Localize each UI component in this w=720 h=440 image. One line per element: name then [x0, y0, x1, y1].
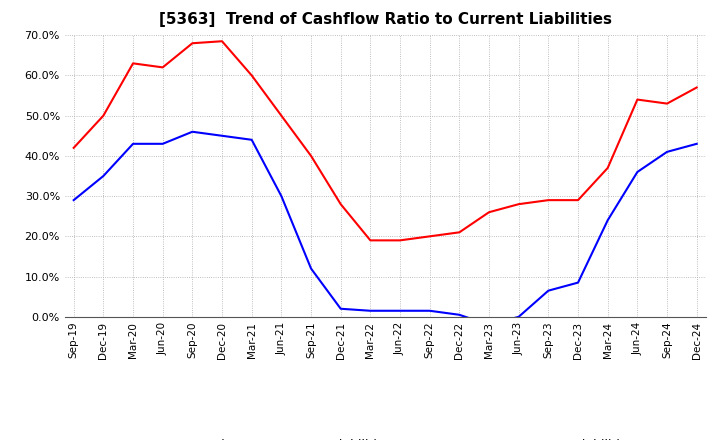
- Free CF to Current Liabilities: [485, 322, 493, 327]
- Free CF to Current Liabilities: [514, 314, 523, 319]
- Operating CF to Current Liabilities: [307, 153, 315, 158]
- Operating CF to Current Liabilities: [574, 198, 582, 203]
- Free CF to Current Liabilities: [366, 308, 374, 313]
- Legend: Operating CF to Current Liabilities, Free CF to Current Liabilities: Operating CF to Current Liabilities, Fre…: [131, 434, 639, 440]
- Operating CF to Current Liabilities: [544, 198, 553, 203]
- Operating CF to Current Liabilities: [455, 230, 464, 235]
- Operating CF to Current Liabilities: [248, 73, 256, 78]
- Free CF to Current Liabilities: [248, 137, 256, 143]
- Free CF to Current Liabilities: [693, 141, 701, 147]
- Operating CF to Current Liabilities: [69, 145, 78, 150]
- Operating CF to Current Liabilities: [277, 113, 286, 118]
- Operating CF to Current Liabilities: [693, 85, 701, 90]
- Free CF to Current Liabilities: [217, 133, 226, 139]
- Free CF to Current Liabilities: [99, 173, 108, 179]
- Operating CF to Current Liabilities: [426, 234, 434, 239]
- Free CF to Current Liabilities: [574, 280, 582, 285]
- Free CF to Current Liabilities: [158, 141, 167, 147]
- Free CF to Current Liabilities: [129, 141, 138, 147]
- Operating CF to Current Liabilities: [366, 238, 374, 243]
- Free CF to Current Liabilities: [633, 169, 642, 175]
- Operating CF to Current Liabilities: [188, 40, 197, 46]
- Free CF to Current Liabilities: [544, 288, 553, 293]
- Operating CF to Current Liabilities: [217, 39, 226, 44]
- Title: [5363]  Trend of Cashflow Ratio to Current Liabilities: [5363] Trend of Cashflow Ratio to Curren…: [158, 12, 612, 27]
- Operating CF to Current Liabilities: [662, 101, 671, 106]
- Free CF to Current Liabilities: [336, 306, 345, 312]
- Free CF to Current Liabilities: [307, 266, 315, 271]
- Operating CF to Current Liabilities: [603, 165, 612, 171]
- Free CF to Current Liabilities: [662, 149, 671, 154]
- Free CF to Current Liabilities: [396, 308, 405, 313]
- Operating CF to Current Liabilities: [485, 209, 493, 215]
- Free CF to Current Liabilities: [277, 194, 286, 199]
- Free CF to Current Liabilities: [455, 312, 464, 317]
- Free CF to Current Liabilities: [188, 129, 197, 134]
- Operating CF to Current Liabilities: [633, 97, 642, 102]
- Line: Operating CF to Current Liabilities: Operating CF to Current Liabilities: [73, 41, 697, 240]
- Operating CF to Current Liabilities: [129, 61, 138, 66]
- Free CF to Current Liabilities: [426, 308, 434, 313]
- Operating CF to Current Liabilities: [336, 202, 345, 207]
- Operating CF to Current Liabilities: [99, 113, 108, 118]
- Operating CF to Current Liabilities: [514, 202, 523, 207]
- Line: Free CF to Current Liabilities: Free CF to Current Liabilities: [73, 132, 697, 325]
- Operating CF to Current Liabilities: [158, 65, 167, 70]
- Free CF to Current Liabilities: [69, 198, 78, 203]
- Operating CF to Current Liabilities: [396, 238, 405, 243]
- Free CF to Current Liabilities: [603, 218, 612, 223]
